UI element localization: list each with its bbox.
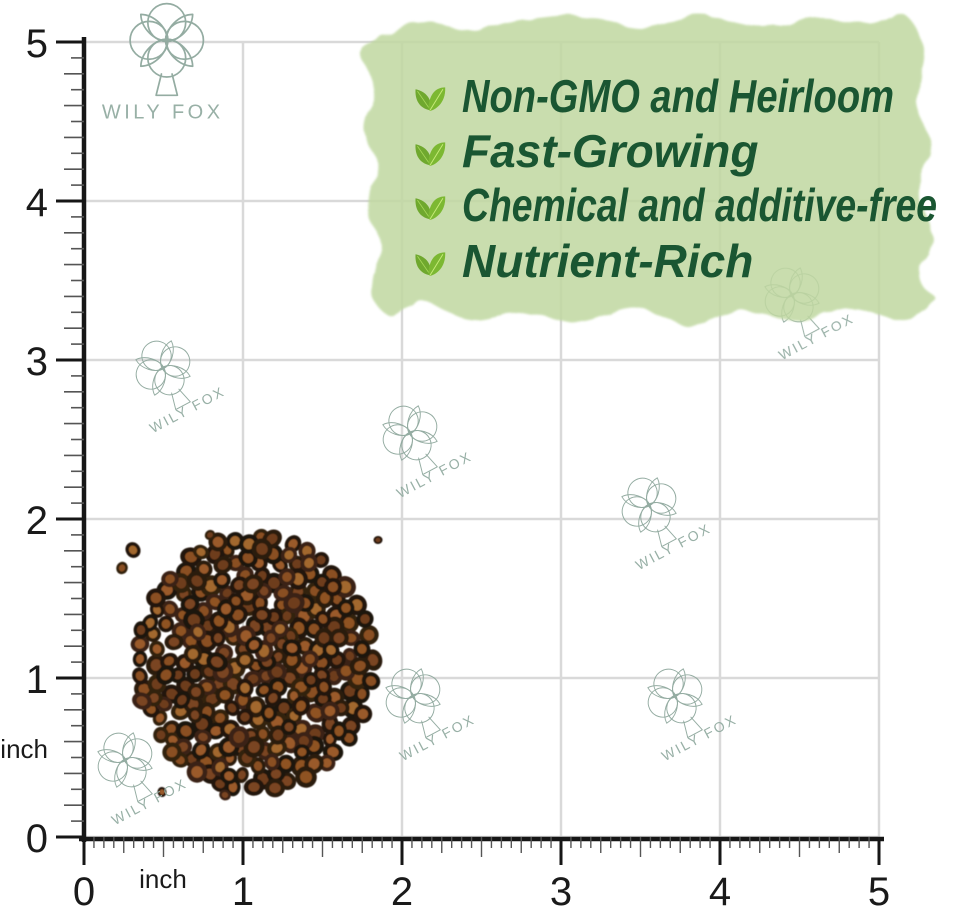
svg-text:4: 4 xyxy=(26,181,48,225)
svg-text:5: 5 xyxy=(868,870,890,914)
svg-text:0: 0 xyxy=(26,817,48,861)
svg-text:5: 5 xyxy=(26,22,48,66)
svg-text:2: 2 xyxy=(26,499,48,543)
svg-text:0: 0 xyxy=(73,870,95,914)
svg-text:inch: inch xyxy=(0,734,48,764)
svg-text:1: 1 xyxy=(26,658,48,702)
svg-text:1: 1 xyxy=(232,870,254,914)
svg-text:WILY FOX: WILY FOX xyxy=(102,101,224,123)
svg-text:Fast-Growing: Fast-Growing xyxy=(462,125,758,177)
svg-text:4: 4 xyxy=(709,870,731,914)
svg-text:inch: inch xyxy=(139,864,187,894)
svg-text:3: 3 xyxy=(26,340,48,384)
svg-text:3: 3 xyxy=(550,870,572,914)
svg-text:Chemical and additive-free: Chemical and additive-free xyxy=(462,179,937,231)
svg-text:Non-GMO and Heirloom: Non-GMO and Heirloom xyxy=(462,70,894,122)
svg-text:2: 2 xyxy=(391,870,413,914)
svg-text:Nutrient-Rich: Nutrient-Rich xyxy=(462,235,753,287)
